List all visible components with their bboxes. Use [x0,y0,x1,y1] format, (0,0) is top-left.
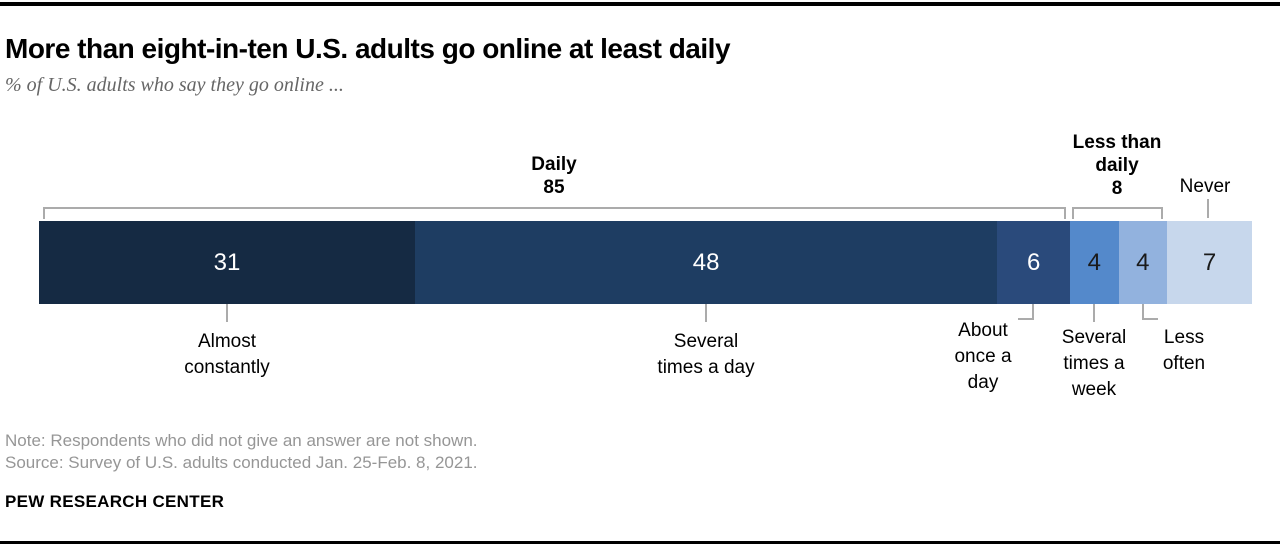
bar-segment-never: 7 [1167,221,1252,304]
bottom-rule [0,541,1280,544]
segment-value-less-often: 4 [1136,248,1150,276]
bar-segment-about-once-a-day: 6 [997,221,1071,304]
group-label-daily: Daily 85 [531,153,576,199]
never-leader-line [1207,199,1209,218]
daily-bracket-line [43,207,1066,219]
segment-label-several-times-a-week: Several times a week [1061,327,1127,400]
group-daily-text: Daily [531,154,577,175]
stacked-bar-chart: Daily 85 Less than daily 8 Never 31 48 6… [39,0,1252,430]
group-never-text: Never [1179,176,1231,197]
segment-value-almost-constantly: 31 [213,248,241,276]
group-less-than-daily-value: 8 [1111,178,1123,199]
bar-segment-less-often: 4 [1118,221,1168,304]
segment-label-about-once-a-day: About once a day [954,320,1012,393]
segment-value-several-times-a-week: 4 [1087,248,1101,276]
pew-research-center-brand: PEW RESEARCH CENTER [5,492,225,511]
segment-value-never: 7 [1202,248,1217,276]
about-once-a-day-leader-line [1018,304,1034,320]
chart-note: Note: Respondents who did not give an an… [5,431,478,450]
chart-title: More than eight-in-ten U.S. adults go on… [5,33,731,64]
chart-source: Source: Survey of U.S. adults conducted … [5,453,478,472]
almost-constantly-leader-line [226,304,228,322]
segment-label-several-times-a-day: Several times a day [657,331,755,378]
stacked-bar: 31 48 6 4 4 7 [39,221,1252,304]
segment-value-several-times-a-day: 48 [692,248,720,276]
segment-value-about-once-a-day: 6 [1026,248,1041,276]
bar-segment-several-times-a-day: 48 [415,221,998,304]
group-less-than-daily-text: Less than daily [1072,132,1162,176]
less-often-leader-line [1142,304,1158,320]
several-times-a-week-leader-line [1093,304,1095,322]
segment-label-almost-constantly: Almost constantly [184,331,270,378]
segment-label-less-often: Less often [1162,327,1206,374]
bar-segment-several-times-a-week: 4 [1070,221,1119,304]
group-label-less-than-daily: Less than daily 8 [1073,131,1162,200]
several-times-a-day-leader-line [705,304,707,322]
group-daily-value: 85 [543,177,565,198]
group-label-never: Never [1180,175,1231,198]
top-rule [0,2,1280,6]
bar-segment-almost-constantly: 31 [39,221,416,304]
chart-subtitle: % of U.S. adults who say they go online … [5,74,344,96]
less-than-daily-bracket-line [1072,207,1163,219]
